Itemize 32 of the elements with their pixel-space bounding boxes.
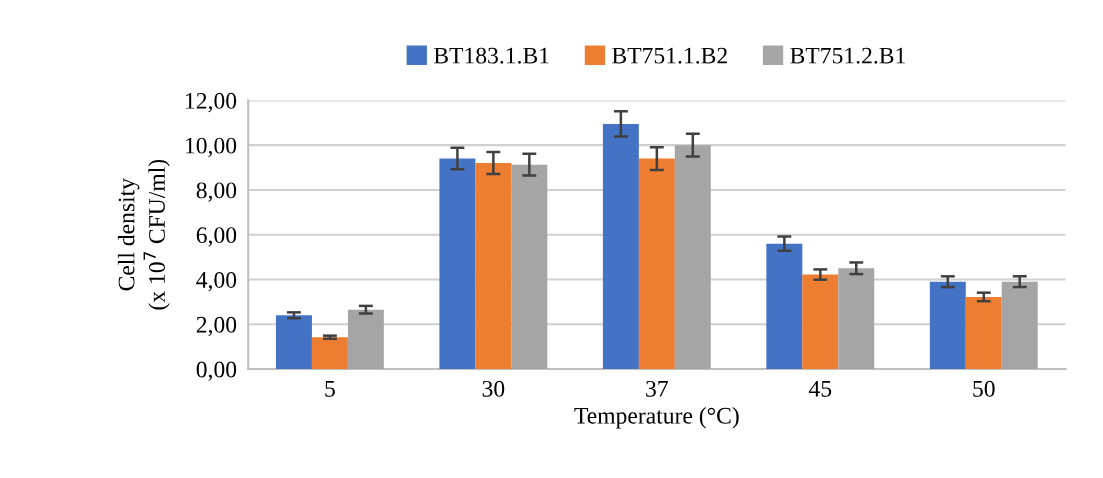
bar [602,123,639,370]
bar [1001,281,1038,370]
y-tick-label: 6,00 [196,227,237,247]
bar [439,158,476,370]
x-axis-title: Temperature (°C) [574,407,739,429]
bar [802,274,839,370]
legend-label: BT183.1.B1 [433,47,549,64]
y-tick-label: 2,00 [196,316,237,337]
x-tick-label: 45 [808,380,832,397]
bar [674,145,711,370]
x-tick-label: 5 [325,381,335,397]
x-tick-label: 37 [646,380,668,397]
bar [275,315,312,370]
y-axis-title: Cell density (x 10$^{7}$ CFU/ml) [117,159,170,310]
y-tick-label: 4,00 [196,271,237,292]
y-tick-label: 0,00 [196,361,237,381]
y-tick-label: 8,00 [196,182,237,202]
bar [511,164,548,370]
bar [838,268,875,370]
bar [766,243,803,370]
y-tick-label: 12,00 [186,92,237,113]
bar [475,163,512,370]
legend-label: BT751.1.B2 [612,47,727,64]
bar [929,281,966,370]
legend-label: BT751.2.B1 [790,47,905,64]
bar [311,337,348,370]
bar [638,158,675,370]
x-tick-label: 50 [973,380,995,397]
y-tick-label: 10,00 [186,137,237,157]
x-tick-label: 30 [482,380,505,397]
bar [347,309,384,370]
bar [965,296,1002,370]
